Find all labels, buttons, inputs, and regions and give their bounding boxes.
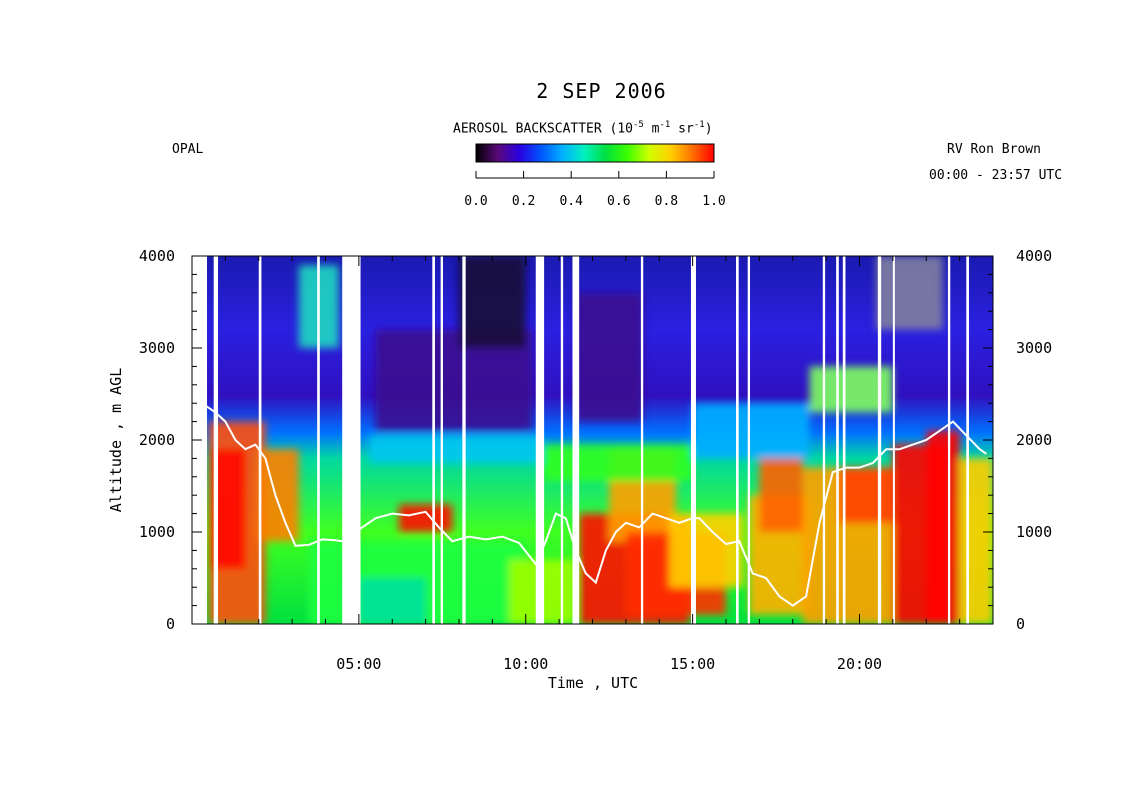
y-tick-label-left: 1000 bbox=[139, 523, 175, 541]
x-tick-label: 10:00 bbox=[503, 655, 548, 673]
heat-patch bbox=[575, 292, 643, 422]
data-gap bbox=[892, 256, 895, 624]
colorbar-tick-label: 0.6 bbox=[607, 194, 630, 209]
y-tick-label-left: 2000 bbox=[139, 431, 175, 449]
heat-patch bbox=[542, 444, 693, 482]
data-gap bbox=[822, 256, 826, 624]
colorbar-ticks: 0.0 0.2 0.4 0.6 0.8 1.0 bbox=[464, 171, 726, 209]
data-gap bbox=[640, 256, 644, 624]
heat-patch bbox=[358, 578, 426, 624]
y-tick-label-left: 3000 bbox=[139, 339, 175, 357]
colorbar-title: AEROSOL BACKSCATTER (10-5 m-1 sr-1) bbox=[453, 120, 713, 136]
x-tick-label: 05:00 bbox=[336, 655, 381, 673]
colorbar-tick-label: 1.0 bbox=[702, 194, 725, 209]
colorbar-title-exp1: -5 bbox=[633, 120, 644, 130]
colorbar-title-mid2: sr bbox=[670, 121, 694, 137]
data-gap bbox=[213, 256, 219, 624]
data-gap bbox=[432, 256, 435, 624]
colorbar-tick-label: 0.4 bbox=[559, 194, 583, 209]
heat-patch bbox=[692, 403, 810, 459]
y-tick-label-right: 2000 bbox=[1016, 431, 1052, 449]
colorbar bbox=[475, 143, 715, 163]
data-gap bbox=[966, 256, 969, 624]
data-gap bbox=[535, 256, 545, 624]
y-tick-label-right: 1000 bbox=[1016, 523, 1052, 541]
y-tick-label-right: 4000 bbox=[1016, 247, 1052, 265]
y-tick-label-left: 0 bbox=[166, 615, 175, 633]
data-gap bbox=[842, 256, 846, 624]
axes: 0 0 1000 1000 2000 2000 3000 3000 4000 4000 05:00 1… bbox=[139, 247, 1052, 673]
heat-patches bbox=[208, 256, 993, 624]
data-gap bbox=[342, 256, 361, 624]
plot-area bbox=[192, 256, 993, 624]
heat-patch bbox=[926, 430, 960, 624]
data-gap bbox=[258, 256, 262, 624]
colorbar-title-mid1: m bbox=[643, 121, 660, 137]
x-tick-label: 15:00 bbox=[670, 655, 715, 673]
data-gap bbox=[440, 256, 443, 624]
data-gap bbox=[947, 256, 951, 624]
data-gap bbox=[836, 256, 839, 624]
colorbar-tick-label: 0.0 bbox=[464, 194, 487, 209]
y-tick-label-right: 0 bbox=[1016, 615, 1025, 633]
chart-title: 2 SEP 2006 bbox=[536, 79, 667, 103]
colorbar-title-prefix: AEROSOL BACKSCATTER (10 bbox=[453, 121, 634, 137]
heat-patch bbox=[839, 467, 893, 523]
heat-patch bbox=[258, 449, 299, 542]
data-gap bbox=[462, 256, 466, 624]
x-tick-label: 20:00 bbox=[837, 655, 882, 673]
colorbar-tick-label: 0.8 bbox=[655, 194, 678, 209]
heat-patch bbox=[459, 256, 526, 348]
data-gap bbox=[560, 256, 564, 624]
heat-patch bbox=[398, 504, 453, 532]
colorbar-title-exp2: -1 bbox=[659, 120, 671, 130]
colorbar-title-suffix: ) bbox=[704, 121, 713, 137]
colorbar-tick-label: 0.2 bbox=[512, 194, 535, 209]
data-gap bbox=[736, 256, 739, 624]
time-range-label: 00:00 - 23:57 UTC bbox=[929, 168, 1063, 183]
instrument-label: OPAL bbox=[172, 142, 204, 157]
data-gap bbox=[690, 256, 696, 624]
x-axis-label: Time , UTC bbox=[548, 674, 638, 692]
platform-label: RV Ron Brown bbox=[947, 142, 1041, 157]
data-gap bbox=[747, 256, 751, 624]
data-gap bbox=[572, 256, 580, 624]
heat-patch bbox=[368, 435, 543, 463]
colorbar-title-exp3: -1 bbox=[693, 120, 705, 130]
heat-patch bbox=[759, 458, 803, 532]
data-gap bbox=[317, 256, 320, 624]
heat-patch bbox=[876, 256, 943, 330]
heat-patch bbox=[959, 458, 993, 624]
y-tick-label-left: 4000 bbox=[139, 247, 175, 265]
y-tick-label-right: 3000 bbox=[1016, 339, 1052, 357]
data-gap bbox=[877, 256, 882, 624]
y-axis-label: Altitude , m AGL bbox=[107, 368, 125, 513]
boundary-layer-line bbox=[201, 402, 987, 607]
